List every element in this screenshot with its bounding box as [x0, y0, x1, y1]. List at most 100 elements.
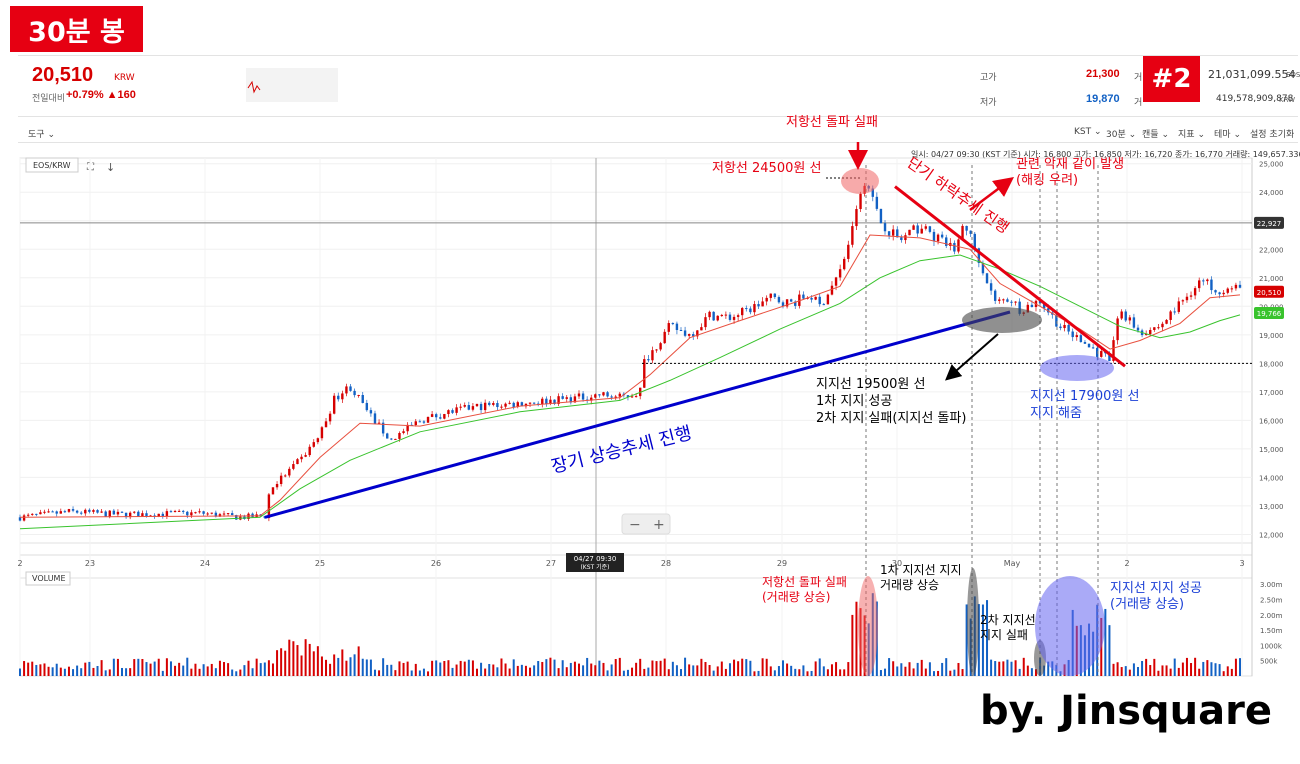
- volume-bar: [190, 668, 193, 676]
- candle-body: [838, 269, 842, 278]
- volume-bar: [125, 668, 128, 676]
- volume-bar: [818, 658, 821, 676]
- candle-body: [51, 511, 54, 513]
- candle-body: [985, 273, 989, 284]
- symbol-tag-box[interactable]: [25, 157, 79, 173]
- candle-body: [394, 438, 397, 440]
- candle-menu[interactable]: 캔들 ⌄: [1142, 130, 1169, 140]
- download-icon[interactable]: ↓: [106, 161, 115, 174]
- volume-bar: [822, 666, 825, 676]
- candle-body: [720, 314, 724, 316]
- annotation-shapes: [264, 142, 1252, 676]
- theme-menu[interactable]: 테마 ⌄: [1214, 130, 1241, 140]
- candle-body: [822, 304, 826, 306]
- candle-body: [993, 290, 997, 301]
- candle-body: [365, 402, 369, 411]
- candle-body: [794, 301, 797, 306]
- long-uptrend-label: 장기 상승추세 진행: [549, 423, 694, 478]
- volume-bar: [341, 649, 344, 676]
- candle-body: [1210, 279, 1213, 291]
- candle-body: [973, 233, 976, 249]
- tools-menu[interactable]: 도구 ⌄: [28, 130, 55, 140]
- volume-bar: [67, 666, 70, 676]
- candle-body: [226, 513, 230, 515]
- candle-body: [524, 403, 528, 407]
- timezone-menu[interactable]: KST ⌄: [1074, 127, 1102, 137]
- prev-day-label: 전일대비: [32, 94, 66, 104]
- candle-body: [1189, 295, 1193, 297]
- volume-bar: [1136, 667, 1139, 676]
- candle-body: [1197, 280, 1201, 289]
- support-17900-line-1: 지지선 17900원 선: [1030, 389, 1140, 404]
- bad-news-line-2: (해킹 우려): [1016, 173, 1079, 189]
- zoom-in-button[interactable]: +: [653, 517, 665, 533]
- volume-bar: [284, 650, 287, 676]
- candle-body: [128, 512, 132, 518]
- volume-bar: [353, 654, 356, 676]
- candle-body: [614, 396, 617, 398]
- moving-averages: [19, 234, 1241, 530]
- candle-body: [292, 464, 295, 469]
- volume-bar: [667, 669, 670, 676]
- chevron-down-icon: ⌄: [47, 130, 55, 140]
- volume-bar: [830, 664, 833, 676]
- candle-body: [561, 396, 564, 399]
- candle-body: [1230, 288, 1234, 290]
- candle-body: [573, 396, 577, 403]
- low-value: 19,870: [1086, 93, 1120, 105]
- candle-body: [202, 511, 205, 514]
- chart-number-badge: #2: [1143, 56, 1200, 102]
- volume-bar: [1026, 665, 1029, 676]
- ticker-header: 20,510 KRW 전일대비 +0.79% ▲160 고가 21,300 저가…: [18, 55, 1300, 117]
- volume-value-1: 21,031,099.554: [1208, 68, 1296, 81]
- volume-bar: [1014, 660, 1017, 676]
- volume-bar: [1149, 665, 1152, 676]
- volume-bar: [786, 663, 789, 676]
- support-19500-line-2: 1차 지지 성공: [816, 393, 893, 409]
- zoom-control: [621, 513, 671, 535]
- candle-body: [288, 468, 291, 476]
- volume-bar: [1018, 668, 1021, 676]
- candle-body: [206, 513, 209, 515]
- reset-settings-button[interactable]: 설정 초기화: [1250, 130, 1295, 140]
- volume-bar: [231, 669, 234, 676]
- short-downtrend-line: [894, 185, 1126, 368]
- candle-body: [789, 299, 793, 302]
- volume-bar: [255, 658, 258, 676]
- y-tick-label: 24,000: [1259, 189, 1284, 197]
- volume-bar: [524, 665, 527, 676]
- volume-bar: [879, 670, 882, 676]
- x-tick-label: 30: [892, 559, 902, 568]
- candle-body: [504, 403, 507, 407]
- volume-bar: [141, 659, 144, 676]
- interval-menu[interactable]: 30분 ⌄: [1106, 130, 1137, 140]
- volume-bar: [777, 666, 780, 676]
- volume-bar: [1108, 625, 1111, 676]
- volume-bar: [712, 670, 715, 676]
- fullscreen-icon[interactable]: ⛶: [86, 162, 95, 173]
- candle-body: [341, 393, 344, 400]
- chevron-down-icon: ⌄: [1128, 130, 1137, 140]
- chevron-down-icon: ⌄: [1161, 130, 1169, 140]
- volume-bar: [390, 664, 393, 676]
- zoom-out-button[interactable]: −: [629, 517, 641, 533]
- price-tag: [1254, 216, 1284, 229]
- candle-body: [741, 308, 744, 316]
- volume-bar: [806, 671, 809, 676]
- volume-bar: [1222, 671, 1225, 676]
- ma-long-line: [19, 254, 1241, 530]
- candle-body: [969, 230, 972, 234]
- candle-body: [736, 315, 740, 317]
- volume-bar: [398, 661, 401, 676]
- volume-bar: [651, 660, 654, 676]
- indicator-menu[interactable]: 지표 ⌄: [1178, 130, 1205, 140]
- price-tag: [1254, 306, 1284, 319]
- candle-body: [594, 394, 597, 398]
- support-17900-line-2: 지지 해줌: [1030, 405, 1082, 421]
- volume-bar: [945, 658, 948, 676]
- volume-bar: [80, 668, 83, 676]
- volume-bar: [455, 664, 458, 676]
- candle-body: [1136, 327, 1140, 331]
- candle-body: [1108, 353, 1111, 361]
